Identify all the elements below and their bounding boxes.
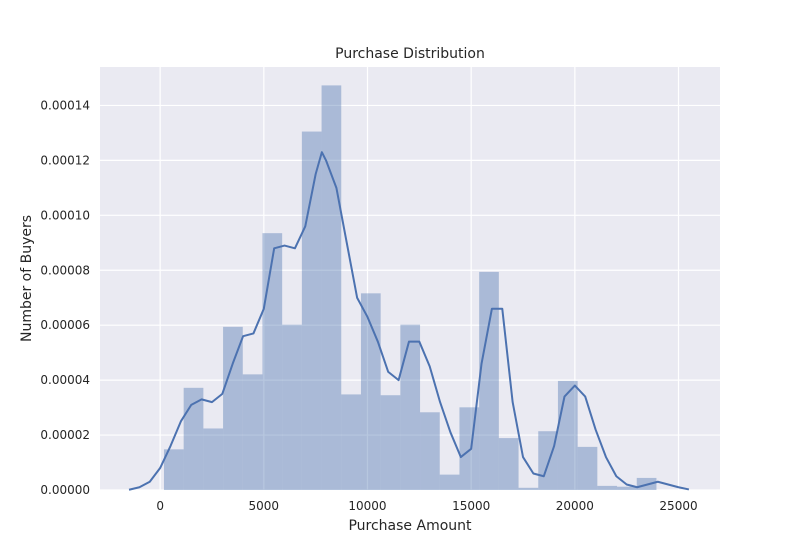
y-tick-label: 0.00012 xyxy=(40,153,90,167)
histogram-bar xyxy=(183,387,204,490)
y-axis-ticks: 0.00000 0.00002 0.00004 0.00006 0.00008 0.000… xyxy=(40,98,90,497)
histogram-bar xyxy=(380,395,401,490)
histogram-bar xyxy=(439,474,460,490)
x-axis-title: Purchase Amount xyxy=(348,518,472,534)
histogram-bar xyxy=(262,233,283,490)
plot-area-background xyxy=(100,67,720,490)
y-tick-label: 0.00014 xyxy=(40,98,90,112)
x-tick-label: 10000 xyxy=(348,499,386,513)
histogram-bars xyxy=(163,85,657,490)
x-tick-label: 0 xyxy=(156,499,164,513)
histogram-bar xyxy=(341,394,361,490)
grid-lines xyxy=(100,67,720,491)
y-tick-label: 0.00002 xyxy=(40,428,90,442)
y-tick-label: 0.00008 xyxy=(40,263,90,277)
histogram-bar xyxy=(223,326,243,490)
histogram-bar xyxy=(557,380,578,490)
histogram-bar xyxy=(498,438,519,490)
y-tick-label: 0.00006 xyxy=(40,318,90,332)
histogram-bar xyxy=(203,428,224,490)
x-tick-label: 20000 xyxy=(556,499,594,513)
x-tick-label: 25000 xyxy=(659,499,697,513)
kde-density-line xyxy=(128,151,690,491)
histogram-bar xyxy=(301,131,322,490)
histogram-bar xyxy=(459,407,480,490)
histogram-bar xyxy=(321,85,342,490)
histogram-bar xyxy=(400,324,421,490)
histogram-bar xyxy=(518,487,539,490)
chart-title: Purchase Distribution xyxy=(335,46,485,62)
x-axis-ticks: 0 5000 10000 15000 20000 25000 xyxy=(156,499,697,513)
histogram-bar xyxy=(577,446,598,490)
y-tick-label: 0.00000 xyxy=(40,483,90,497)
x-tick-label: 15000 xyxy=(452,499,490,513)
histogram-bar xyxy=(163,449,184,490)
histogram-bar xyxy=(282,324,302,490)
histogram-bar xyxy=(242,374,263,490)
y-tick-label: 0.00010 xyxy=(40,208,90,222)
histogram-bar xyxy=(597,485,618,490)
histogram-bar xyxy=(479,271,499,490)
histogram-bar xyxy=(617,486,637,490)
y-tick-label: 0.00004 xyxy=(40,373,90,387)
y-axis-title: Number of Buyers xyxy=(19,215,35,342)
histogram-bar xyxy=(420,412,440,490)
x-tick-label: 5000 xyxy=(249,499,280,513)
histogram-bar xyxy=(360,293,381,490)
